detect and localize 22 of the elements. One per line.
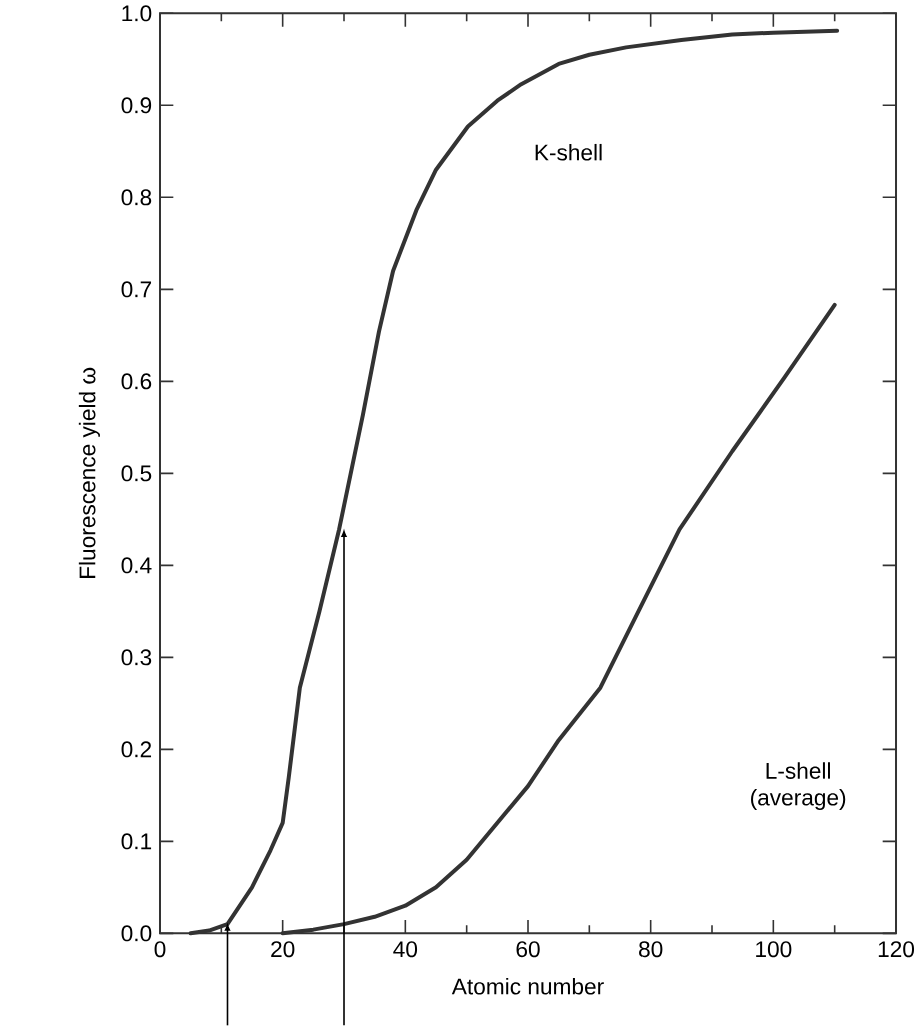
y-tick-label: 0.5: [121, 465, 152, 482]
annotation: K-shell: [535, 143, 602, 161]
annotation: L-shell (average): [751, 762, 846, 811]
x-tick-label: 120: [878, 941, 915, 958]
y-tick-label: 1.0: [122, 5, 152, 22]
x-tick-label: 0: [154, 941, 166, 958]
x-tick-label: 40: [393, 941, 418, 958]
x-tick-label: 80: [639, 941, 663, 958]
x-axis-title: Atomic number: [451, 977, 604, 995]
y-tick-label: 0.3: [121, 649, 152, 666]
y-tick-label: 0.2: [121, 741, 152, 758]
y-tick-label: 0.6: [121, 373, 152, 390]
y-axis-title: Fluorescence yield ω: [78, 367, 100, 578]
x-tick-label: 20: [271, 941, 295, 958]
y-tick-label: 0.8: [121, 189, 152, 206]
x-tick-label: 100: [756, 941, 792, 958]
y-tick-label: 0.7: [121, 281, 152, 298]
y-tick-label: 0.4: [121, 557, 152, 574]
y-tick-label: 0.0: [121, 925, 152, 942]
y-tick-label: 0.1: [121, 833, 152, 850]
y-tick-label: 0.9: [121, 97, 152, 114]
x-tick-label: 60: [516, 941, 540, 958]
